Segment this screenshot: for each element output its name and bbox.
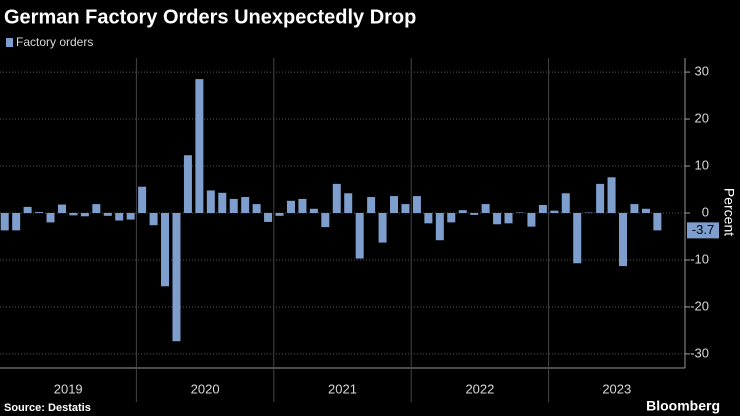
x-tick-label: 2023 (602, 381, 631, 396)
bar (183, 155, 192, 213)
bar (367, 197, 376, 213)
bar (458, 210, 467, 213)
x-tick-label: 2022 (465, 381, 494, 396)
bar (80, 213, 89, 217)
y-tick-label: -30 (690, 345, 709, 360)
bar (619, 213, 628, 267)
y-tick-label: 10 (695, 157, 709, 172)
bar (573, 213, 582, 264)
last-value-label: -3.7 (692, 222, 714, 237)
bar (275, 213, 284, 216)
bar (355, 213, 364, 259)
bar (103, 213, 112, 216)
bar (504, 213, 513, 224)
bar (607, 177, 616, 213)
bar (138, 186, 147, 213)
source: Source: Destatis (4, 402, 91, 414)
bar (561, 193, 570, 213)
bar (309, 208, 318, 213)
x-tick-label: 2020 (191, 381, 220, 396)
bar (252, 204, 261, 213)
bar (229, 198, 238, 213)
bar (470, 213, 479, 215)
bar (321, 213, 330, 228)
bar (57, 204, 66, 213)
bar (378, 213, 387, 243)
bar (69, 213, 78, 216)
bar (0, 213, 9, 231)
x-tick-label: 2021 (328, 381, 357, 396)
bar (550, 210, 559, 213)
bar (527, 213, 536, 227)
bar (481, 204, 490, 213)
bar (115, 213, 124, 221)
y-tick-label: 0 (702, 204, 709, 219)
bar (412, 196, 421, 213)
bar (12, 213, 21, 231)
bar (149, 213, 158, 226)
y-tick-label: 30 (695, 64, 709, 79)
bar (298, 198, 307, 213)
bar (195, 79, 204, 214)
bar (92, 204, 101, 213)
bar (538, 205, 547, 213)
bar (218, 192, 227, 213)
bar (332, 183, 341, 213)
bar (390, 196, 399, 213)
bar (447, 213, 456, 223)
bar (46, 213, 55, 223)
bar (435, 213, 444, 241)
y-tick-label: 20 (695, 110, 709, 125)
bar (264, 213, 273, 222)
bar (35, 212, 44, 213)
bar (630, 204, 639, 213)
bar (401, 204, 410, 213)
bar (172, 213, 181, 342)
bar (641, 208, 650, 213)
chart-title: German Factory Orders Unexpectedly Drop (4, 6, 416, 28)
bar (23, 206, 32, 213)
y-tick-label: -10 (690, 251, 709, 266)
bar (126, 213, 135, 220)
bar (424, 213, 433, 224)
bar (344, 193, 353, 213)
brand: Bloomberg (646, 398, 720, 414)
x-tick-label: 2019 (54, 381, 83, 396)
bar (206, 190, 215, 213)
bar (161, 213, 170, 287)
bar (286, 200, 295, 213)
legend-swatch (6, 38, 13, 47)
y-tick-label: -20 (690, 298, 709, 313)
y-axis-label: Percent (721, 188, 737, 236)
bar (241, 197, 250, 213)
bar (653, 213, 662, 231)
bar (493, 213, 502, 225)
legend-label: Factory orders (16, 35, 93, 49)
last-value-box (687, 222, 719, 239)
bar (596, 183, 605, 213)
